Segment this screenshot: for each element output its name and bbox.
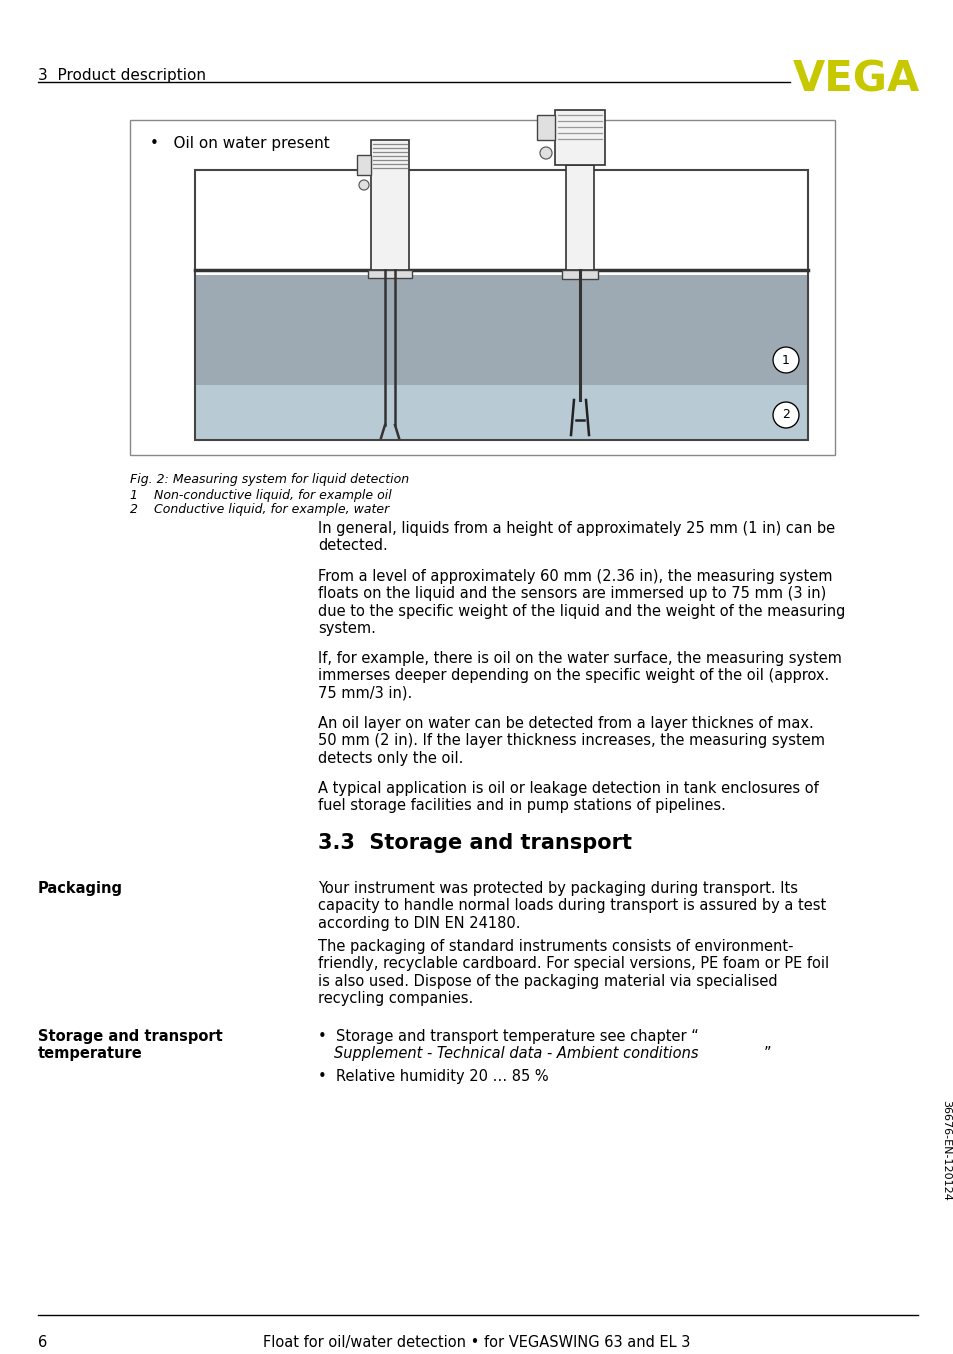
Text: •  Storage and transport temperature see chapter “: • Storage and transport temperature see … xyxy=(317,1029,698,1044)
Text: temperature: temperature xyxy=(38,1047,143,1062)
Text: 1: 1 xyxy=(781,353,789,367)
Text: 2: 2 xyxy=(781,409,789,421)
Text: VEGA: VEGA xyxy=(792,58,919,100)
Text: A typical application is oil or leakage detection in tank enclosures of
fuel sto: A typical application is oil or leakage … xyxy=(317,781,818,814)
Text: Float for oil/water detection • for VEGASWING 63 and EL 3: Float for oil/water detection • for VEGA… xyxy=(263,1335,690,1350)
Text: Supplement - Technical data - Ambient conditions: Supplement - Technical data - Ambient co… xyxy=(334,1047,698,1062)
Text: 6: 6 xyxy=(38,1335,48,1350)
Text: Your instrument was protected by packaging during transport. Its
capacity to han: Your instrument was protected by packagi… xyxy=(317,881,825,930)
Text: Storage and transport: Storage and transport xyxy=(38,1029,222,1044)
Text: From a level of approximately 60 mm (2.36 in), the measuring system
floats on th: From a level of approximately 60 mm (2.3… xyxy=(317,569,844,636)
Bar xyxy=(537,115,555,139)
Bar xyxy=(565,165,594,269)
Text: ”: ” xyxy=(763,1047,771,1062)
Bar xyxy=(368,269,412,278)
Bar xyxy=(555,110,604,165)
Text: 36676-EN-120124: 36676-EN-120124 xyxy=(940,1099,950,1201)
Text: Packaging: Packaging xyxy=(38,881,123,896)
Text: 1    Non-conductive liquid, for example oil: 1 Non-conductive liquid, for example oil xyxy=(130,489,392,502)
Text: If, for example, there is oil on the water surface, the measuring system
immerse: If, for example, there is oil on the wat… xyxy=(317,651,841,701)
Text: •   Oil on water present: • Oil on water present xyxy=(150,135,330,152)
Circle shape xyxy=(772,402,799,428)
Text: The packaging of standard instruments consists of environment-
friendly, recycla: The packaging of standard instruments co… xyxy=(317,940,828,1006)
Circle shape xyxy=(539,148,552,158)
Bar xyxy=(194,385,807,440)
Bar xyxy=(194,171,807,440)
Circle shape xyxy=(358,180,369,190)
Bar xyxy=(371,139,409,269)
Text: 2    Conductive liquid, for example, water: 2 Conductive liquid, for example, water xyxy=(130,502,389,516)
Text: Fig. 2: Measuring system for liquid detection: Fig. 2: Measuring system for liquid dete… xyxy=(130,473,409,486)
Bar xyxy=(130,121,834,455)
Circle shape xyxy=(772,347,799,372)
Text: •  Relative humidity 20 … 85 %: • Relative humidity 20 … 85 % xyxy=(317,1070,548,1085)
Text: 3  Product description: 3 Product description xyxy=(38,68,206,83)
Bar xyxy=(194,275,807,385)
Bar xyxy=(356,154,371,175)
Bar xyxy=(561,269,598,279)
Text: 3.3  Storage and transport: 3.3 Storage and transport xyxy=(317,833,631,853)
Text: In general, liquids from a height of approximately 25 mm (1 in) can be
detected.: In general, liquids from a height of app… xyxy=(317,521,834,554)
Text: An oil layer on water can be detected from a layer thicknes of max.
50 mm (2 in): An oil layer on water can be detected fr… xyxy=(317,716,824,766)
